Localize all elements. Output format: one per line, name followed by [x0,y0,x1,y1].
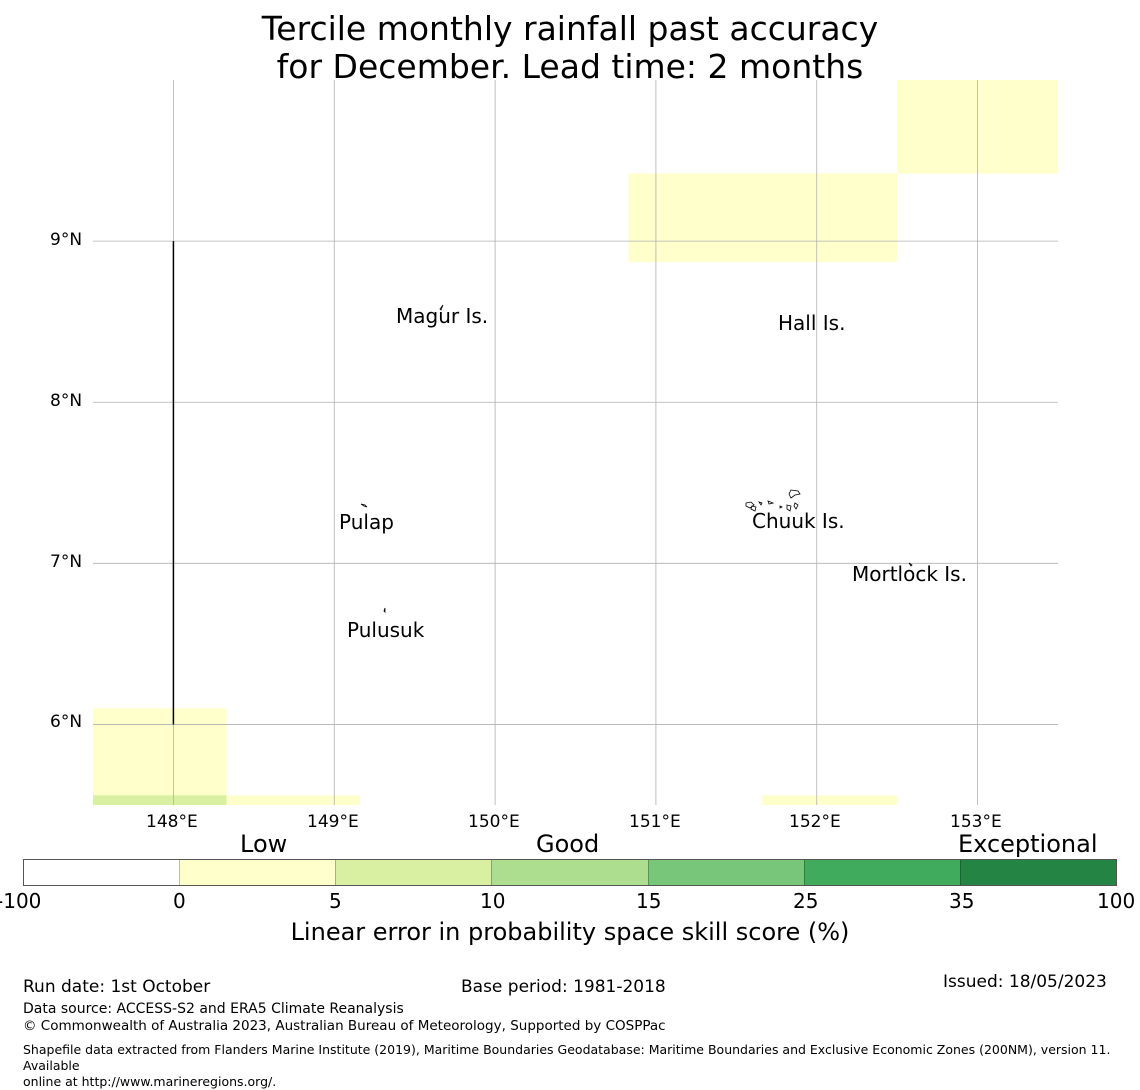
colorbar-tick-100: 100 [1097,889,1136,913]
base-period: Base period: 1981-2018 [461,977,666,997]
mortlock-island-shape [908,562,913,567]
colorbar-tick-15: 15 [636,889,662,913]
lon-label-153e: 153°E [950,812,1002,832]
skill-cell-low [993,80,1058,174]
place-label-mortlock: Mortlock Is. [852,562,967,586]
colorbar-segment [647,860,804,885]
lon-label-150e: 150°E [468,812,520,832]
colorbar-segment [959,860,1116,885]
colorbar-segment [491,860,648,885]
colorbar [23,859,1117,886]
shapefile-credit: Shapefile data extracted from Flanders M… [23,1042,1133,1090]
category-exceptional: Exceptional [958,830,1098,858]
place-label-magur: Magur Is. [396,304,489,328]
skill-cell-low [762,795,898,805]
chart-title-line2: for December. Lead time: 2 months [276,47,864,86]
skill-cell-low [628,173,898,263]
place-label-pulap: Pulap [339,510,394,534]
chuuk-islands-shape [745,489,801,512]
place-label-pulusuk: Pulusuk [347,618,425,642]
run-date: Run date: 1st October [23,977,211,997]
data-source: Data source: ACCESS-S2 and ERA5 Climate … [23,1001,404,1017]
lon-label-152e: 152°E [789,812,841,832]
colorbar-tick-25: 25 [793,889,819,913]
colorbar-segment [335,860,492,885]
skill-cell-low [226,795,360,805]
colorbar-title: Linear error in probability space skill … [290,918,850,946]
category-low: Low [240,830,288,858]
place-label-chuuk: Chuuk Is. [752,509,845,533]
shapefile-credit-line1: Shapefile data extracted from Flanders M… [23,1042,1111,1073]
skill-cell-low [897,80,994,174]
place-label-hall: Hall Is. [778,311,846,335]
lon-label-151e: 151°E [629,812,681,832]
pulusuk-island-shape [383,607,386,613]
skill-cell-good [93,795,227,805]
chart-title-line1: Tercile monthly rainfall past accuracy [261,9,879,48]
lat-label-7n: 7°N [50,552,83,572]
skill-cell-low [93,708,227,805]
copyright: © Commonwealth of Australia 2023, Austra… [23,1018,666,1034]
colorbar-tick-5: 5 [329,889,342,913]
magur-island-shape [439,304,444,311]
lat-label-8n: 8°N [50,391,83,411]
colorbar-segment [803,860,960,885]
colorbar-tick-35: 35 [949,889,975,913]
colorbar-tick-10: 10 [480,889,506,913]
colorbar-segment [179,860,336,885]
pulap-island-shape [360,503,368,508]
lon-label-149e: 149°E [307,812,359,832]
lat-label-9n: 9°N [50,230,83,250]
colorbar-tick-0: 0 [173,889,186,913]
issued-date: Issued: 18/05/2023 [943,972,1107,992]
category-good: Good [536,830,600,858]
colorbar-segment [24,860,180,885]
lon-label-148e: 148°E [146,812,198,832]
colorbar-tick-neg100: -100 [0,889,42,913]
shapefile-credit-line2: online at http://www.marineregions.org/. [23,1074,277,1089]
lat-label-6n: 6°N [50,712,83,732]
